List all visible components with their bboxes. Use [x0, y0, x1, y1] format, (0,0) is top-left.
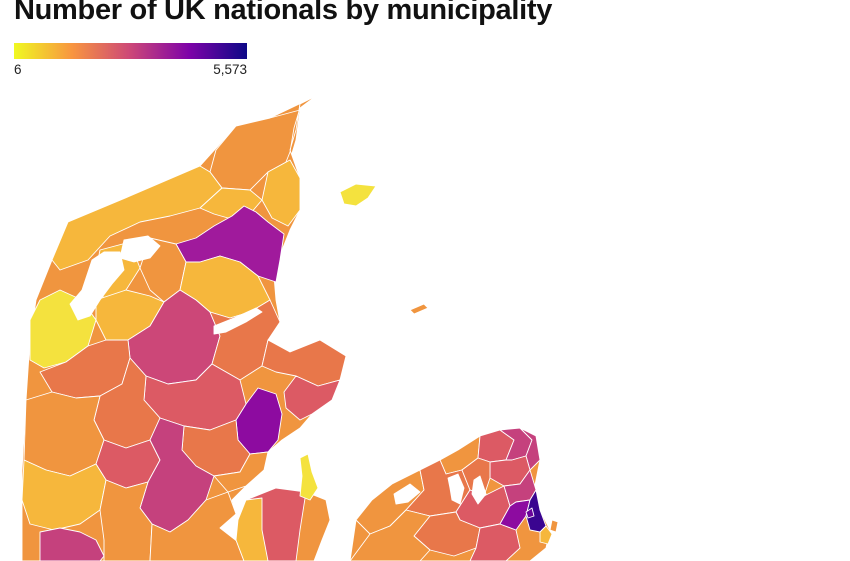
roskilde-fjord-water — [471, 475, 487, 505]
region-esbjerg — [39, 527, 105, 561]
laeso-island — [339, 183, 377, 207]
region-ringkobing — [23, 391, 105, 477]
samso-island — [299, 453, 319, 501]
color-legend: 6 5,573 — [14, 43, 247, 78]
region-north-frederikshavn — [261, 159, 301, 227]
legend-max-label: 5,573 — [213, 62, 247, 77]
region-slagelse — [349, 509, 431, 561]
legend-min-label: 6 — [14, 62, 22, 77]
isefjord-water — [447, 473, 465, 505]
region-frederiksberg — [525, 507, 535, 519]
limfjord-water — [69, 251, 125, 321]
region-copenhagen — [525, 489, 547, 533]
legend-gradient-bar — [14, 43, 247, 59]
region-amager — [539, 525, 553, 545]
map-title: Number of UK nationals by municipality — [14, 0, 553, 26]
funen-east — [295, 491, 331, 561]
region-syddjurs — [283, 375, 341, 421]
region-saltholm — [549, 519, 559, 533]
mariager-fjord — [213, 307, 263, 335]
region-kolding — [149, 491, 251, 561]
funen-west — [235, 497, 269, 561]
anholt-island — [409, 303, 429, 315]
region-thisted — [51, 165, 223, 271]
region-horsens — [213, 451, 269, 493]
limfjord-water-east — [119, 235, 161, 263]
region-vejen — [99, 479, 153, 561]
sejero-bay-water — [393, 483, 421, 505]
